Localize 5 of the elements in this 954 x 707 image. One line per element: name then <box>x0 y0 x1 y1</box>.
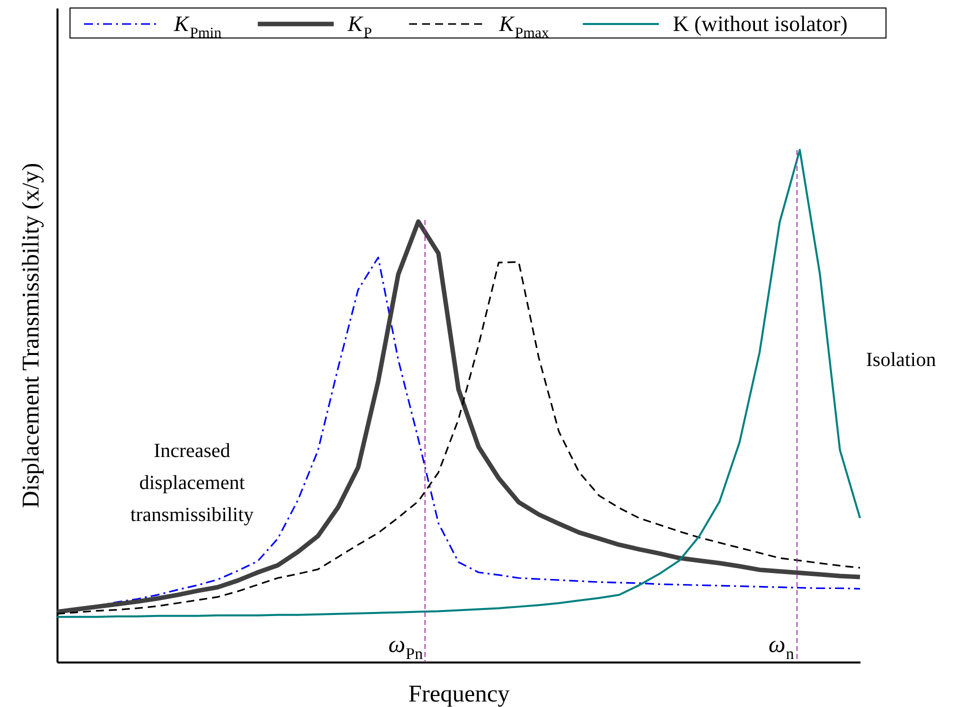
y-axis-title: Displacement Transmissibility (x/y) <box>18 162 44 508</box>
x-axis-title: Frequency <box>408 682 510 707</box>
text: Isolation <box>866 349 936 371</box>
legend-label: K (without isolator) <box>672 11 848 36</box>
annotation: Increased displacement transmissibility <box>130 440 254 526</box>
